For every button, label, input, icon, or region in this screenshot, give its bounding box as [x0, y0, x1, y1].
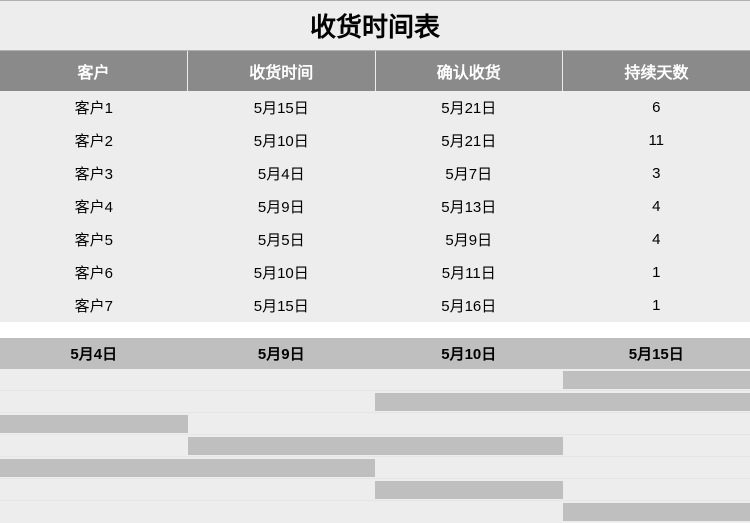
cell: 客户6 [0, 256, 188, 289]
gantt-bar [563, 371, 750, 389]
gantt-header: 5月4日 5月9日 5月10日 5月15日 [0, 338, 750, 369]
cell: 5月11日 [375, 256, 563, 289]
gantt-header-cell: 5月15日 [563, 338, 750, 369]
gantt-row [0, 479, 750, 501]
gantt-row [0, 435, 750, 457]
gantt-row [0, 369, 750, 391]
cell: 5月15日 [188, 289, 376, 322]
gantt-header-cell: 5月4日 [0, 338, 188, 369]
gantt-bar [375, 393, 750, 411]
table-row: 客户4 5月9日 5月13日 4 [0, 190, 750, 223]
cell: 6 [563, 91, 750, 124]
cell: 客户5 [0, 223, 188, 256]
col-confirm-receipt: 确认收货 [375, 51, 563, 91]
cell: 11 [563, 124, 750, 157]
col-receipt-time: 收货时间 [188, 51, 376, 91]
cell: 5月4日 [188, 157, 376, 190]
receipt-table: 客户 收货时间 确认收货 持续天数 客户1 5月15日 5月21日 6 客户2 … [0, 51, 750, 322]
gantt-bar [0, 459, 375, 477]
gantt-bar [375, 481, 563, 499]
gantt-header-cell: 5月10日 [375, 338, 563, 369]
col-duration: 持续天数 [563, 51, 750, 91]
cell: 5月5日 [188, 223, 376, 256]
gantt-bar [188, 437, 563, 455]
cell: 1 [563, 289, 750, 322]
cell: 4 [563, 190, 750, 223]
col-customer: 客户 [0, 51, 188, 91]
gantt-bar [563, 503, 750, 521]
table-row: 客户2 5月10日 5月21日 11 [0, 124, 750, 157]
gantt-row [0, 413, 750, 435]
gantt-header-cell: 5月9日 [188, 338, 376, 369]
cell: 客户3 [0, 157, 188, 190]
table-row: 客户3 5月4日 5月7日 3 [0, 157, 750, 190]
gantt-bar [0, 415, 188, 433]
cell: 4 [563, 223, 750, 256]
cell: 5月13日 [375, 190, 563, 223]
table-row: 客户7 5月15日 5月16日 1 [0, 289, 750, 322]
section-spacer [0, 322, 750, 338]
cell: 5月10日 [188, 256, 376, 289]
cell: 5月21日 [375, 91, 563, 124]
cell: 客户2 [0, 124, 188, 157]
table-body: 客户1 5月15日 5月21日 6 客户2 5月10日 5月21日 11 客户3… [0, 91, 750, 322]
gantt-chart: 5月4日 5月9日 5月10日 5月15日 [0, 338, 750, 523]
page-title: 收货时间表 [0, 0, 750, 51]
table-row: 客户6 5月10日 5月11日 1 [0, 256, 750, 289]
cell: 1 [563, 256, 750, 289]
cell: 客户1 [0, 91, 188, 124]
cell: 5月10日 [188, 124, 376, 157]
cell: 5月7日 [375, 157, 563, 190]
cell: 5月9日 [188, 190, 376, 223]
table-header-row: 客户 收货时间 确认收货 持续天数 [0, 51, 750, 91]
table-row: 客户1 5月15日 5月21日 6 [0, 91, 750, 124]
cell: 5月16日 [375, 289, 563, 322]
gantt-body [0, 369, 750, 523]
cell: 客户7 [0, 289, 188, 322]
table-row: 客户5 5月5日 5月9日 4 [0, 223, 750, 256]
gantt-row [0, 391, 750, 413]
cell: 5月15日 [188, 91, 376, 124]
cell: 3 [563, 157, 750, 190]
gantt-row [0, 457, 750, 479]
cell: 5月9日 [375, 223, 563, 256]
gantt-row [0, 501, 750, 523]
cell: 客户4 [0, 190, 188, 223]
cell: 5月21日 [375, 124, 563, 157]
page-container: 收货时间表 客户 收货时间 确认收货 持续天数 客户1 5月15日 5月21日 … [0, 0, 750, 523]
